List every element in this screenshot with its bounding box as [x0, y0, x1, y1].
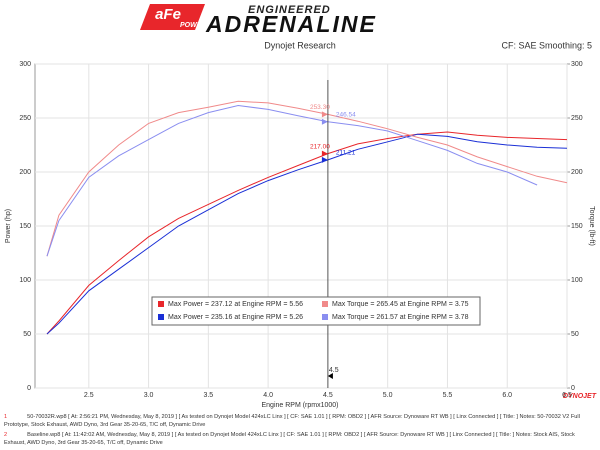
legend-label: Max Power = 237.12 at Engine RPM = 5.56 [168, 301, 303, 308]
y2-tick-label: 200 [571, 169, 583, 176]
y-tick-label: 100 [19, 277, 31, 284]
cursor-label: 4.5 [329, 367, 339, 374]
cursor-marker [321, 118, 328, 125]
y2-tick-label: 50 [571, 331, 579, 338]
y2-tick-label: 150 [571, 223, 583, 230]
cursor-readout: 246.54 [336, 111, 356, 118]
legend-swatch [158, 314, 164, 320]
cursor-marker [321, 150, 328, 157]
x-tick-label: 4.0 [263, 392, 273, 399]
logo: aFe POWER ENGINEERED ADRENALINE [140, 4, 377, 37]
run-note: 1 50-70032R.wp8 [ At: 2:56:21 PM, Wednesd… [4, 413, 596, 429]
run-note: 2 Baseline.wp8 [ At: 11:42:02 AM, Wednesd… [4, 431, 596, 447]
x-axis-label: Engine RPM (rpmx1000) [261, 402, 338, 409]
legend-label: Max Torque = 261.57 at Engine RPM = 3.78 [332, 314, 469, 321]
cursor-readout: 217.00 [310, 143, 330, 150]
y-tick-label: 150 [19, 223, 31, 230]
tagline: ADRENALINE [205, 11, 377, 37]
run-text: Baseline.wp8 [ At: 11:42:02 AM, Wednesda… [4, 432, 575, 446]
y2-axis-label: Torque (lb-ft) [588, 206, 595, 246]
cursor-arrow [327, 373, 333, 379]
data-line [46, 100, 568, 257]
legend-label: Max Torque = 265.45 at Engine RPM = 3.75 [332, 301, 469, 308]
legend-swatch [322, 314, 328, 320]
legend-box [151, 296, 481, 326]
legend-swatch [322, 301, 328, 307]
run-marker: 1 [4, 414, 8, 420]
y-tick-label: 300 [19, 61, 31, 68]
legend-label: Max Power = 235.16 at Engine RPM = 5.26 [168, 314, 303, 321]
legend: Max Power = 237.12 at Engine RPM = 5.56 M… [151, 296, 481, 326]
y2-tick-label: 250 [571, 115, 583, 122]
chart: aFe POWER ENGINEERED ADRENALINE Dynojet … [5, 4, 597, 409]
footer-logo: DYNOJET [563, 393, 597, 400]
y2-tick-label: 300 [571, 61, 583, 68]
tagline-top: ENGINEERED [248, 4, 331, 16]
legend-swatch [158, 301, 164, 307]
x-tick-label: 5.5 [443, 392, 453, 399]
x-tick-label: 2.5 [84, 392, 94, 399]
brand: aFe [155, 6, 181, 23]
y-axis-label: Power (hp) [5, 209, 12, 243]
x-tick-label: 3.0 [144, 392, 154, 399]
brand-sub: POWER [180, 22, 206, 29]
subtitle: Dynojet Research [264, 40, 336, 50]
x-tick-label: 3.5 [203, 392, 213, 399]
data-line [46, 133, 568, 335]
cursor-readout: 253.30 [310, 104, 330, 111]
data-line [46, 131, 568, 335]
cursor-marker [321, 156, 328, 163]
run-text: 50-70032R.wp8 [ At: 2:56:21 PM, Wednesda… [4, 414, 580, 428]
y-tick-label: 250 [19, 115, 31, 122]
run-marker: 2 [4, 432, 8, 438]
cursor-marker [321, 111, 328, 118]
x-tick-label: 5.0 [383, 392, 393, 399]
y-tick-label: 50 [23, 331, 31, 338]
settings: CF: SAE Smoothing: 5 [501, 40, 592, 50]
y-tick-label: 0 [27, 385, 31, 392]
x-tick-label: 4.5 [323, 392, 333, 399]
x-tick-label: 6.5 [562, 392, 572, 399]
y2-tick-label: 100 [571, 277, 583, 284]
x-tick-label: 6.0 [502, 392, 512, 399]
data-line [46, 104, 538, 257]
y-tick-label: 200 [19, 169, 31, 176]
logo-badge [140, 4, 205, 30]
y2-tick-label: 0 [571, 385, 575, 392]
cursor-readout: 211.21 [336, 150, 356, 157]
